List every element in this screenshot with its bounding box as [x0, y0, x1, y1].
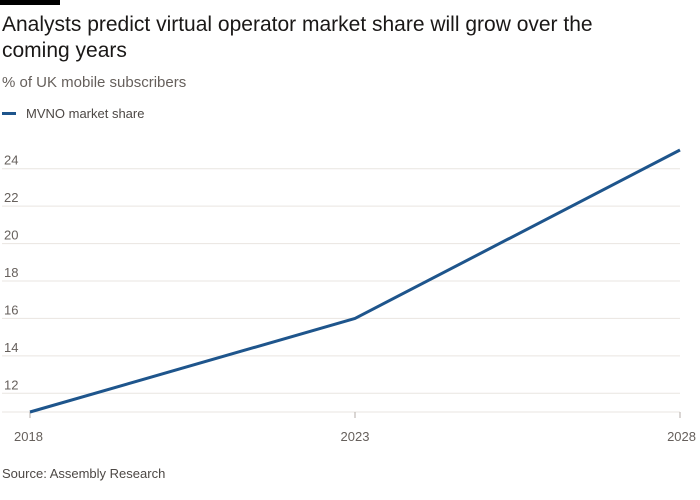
- legend-swatch: [2, 112, 16, 115]
- y-tick-label: 20: [4, 228, 18, 243]
- x-tick-label: 2028: [667, 429, 696, 444]
- y-tick-label: 16: [4, 302, 18, 317]
- source-note: Source: Assembly Research: [2, 466, 166, 481]
- chart-title: Analysts predict virtual operator market…: [2, 13, 593, 62]
- y-tick-label: 24: [4, 153, 18, 168]
- y-tick-label: 14: [4, 340, 18, 355]
- x-tick-label: 2018: [14, 429, 43, 444]
- legend: MVNO market share: [2, 106, 144, 121]
- legend-label: MVNO market share: [26, 106, 145, 121]
- y-tick-label: 12: [4, 377, 18, 392]
- series-line-mvno: [29, 148, 681, 414]
- chart-subtitle: % of UK mobile subscribers: [2, 74, 187, 91]
- y-tick-label: 22: [4, 190, 18, 205]
- y-tick-label: 18: [4, 265, 18, 280]
- x-tick-label: 2023: [341, 429, 370, 444]
- brand-bar: [0, 0, 60, 5]
